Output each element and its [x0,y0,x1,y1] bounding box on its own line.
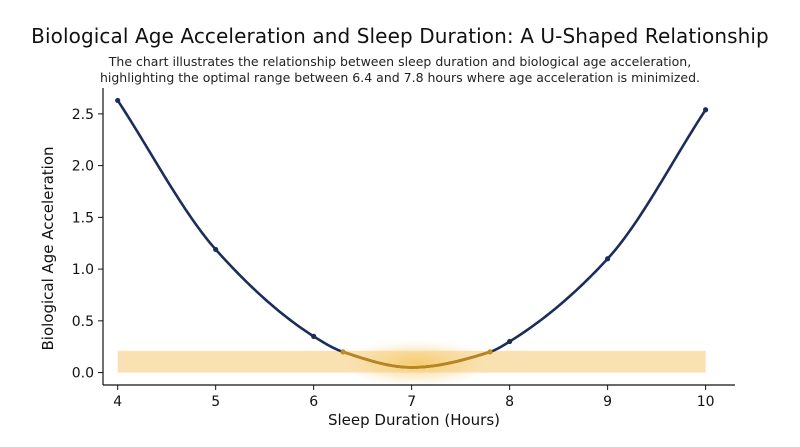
x-tick-label-4: 8 [505,394,514,410]
data-point-7 [605,256,611,262]
series-line [116,99,707,369]
data-point-5 [487,349,493,355]
optimal-range-line [341,350,492,369]
chart-subtitle: The chart illustrates the relationship b… [99,54,701,85]
x-tick-label-3: 7 [407,394,416,410]
data-point-6 [507,338,513,345]
data-point-1 [213,246,219,253]
optimal-range-glow [337,339,497,388]
x-tick-label-0: 4 [113,394,122,410]
x-tick-label-1: 5 [211,394,220,410]
y-tick-label-0: 0.0 [72,366,94,382]
x-tick-label-5: 9 [603,394,612,410]
y-tick-label-4: 2.0 [72,159,94,175]
data-point-8 [703,107,709,113]
x-axis-label: Sleep Duration (Hours) [328,411,500,429]
data-point-3 [340,349,346,355]
data-point-0 [115,97,121,104]
y-axis-label: Biological Age Acceleration [39,146,57,350]
y-tick-label-1: 0.5 [72,314,94,330]
y-tick-label-5: 2.5 [72,107,94,123]
y-tick-label-3: 1.5 [72,210,94,226]
data-point-2 [311,333,317,339]
x-tick-label-2: 6 [309,394,318,410]
y-tick-label-2: 1.0 [72,262,94,278]
chart-title: Biological Age Acceleration and Sleep Du… [31,24,769,48]
x-tick-label-6: 10 [697,394,715,410]
